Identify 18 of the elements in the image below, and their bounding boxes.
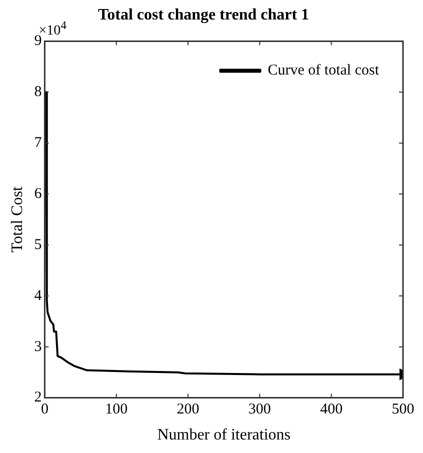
y-tick-label: 7 (34, 135, 42, 152)
y-tick-label: 8 (34, 84, 42, 100)
x-axis-title: Number of iterations (157, 426, 290, 444)
x-tick-label: 500 (392, 402, 414, 418)
y-axis-title: Total Cost (8, 186, 26, 252)
x-tick-label: 100 (105, 402, 128, 418)
y-tick-label: 9 (34, 33, 42, 50)
chart-title: Total cost change trend chart 1 (98, 6, 310, 24)
y-tick-label: 6 (34, 186, 42, 202)
y-tick-label: 5 (34, 236, 42, 253)
legend-label: Curve of total cost (268, 62, 380, 79)
x-tick-label: 400 (320, 402, 343, 418)
x-tick-label: 300 (248, 402, 271, 418)
y-tick-label: 4 (34, 288, 42, 304)
x-tick-label: 200 (176, 402, 200, 418)
y-tick-label: 3 (34, 338, 42, 355)
y-tick-label: 2 (34, 390, 42, 406)
x-tick-label: 0 (40, 402, 48, 418)
